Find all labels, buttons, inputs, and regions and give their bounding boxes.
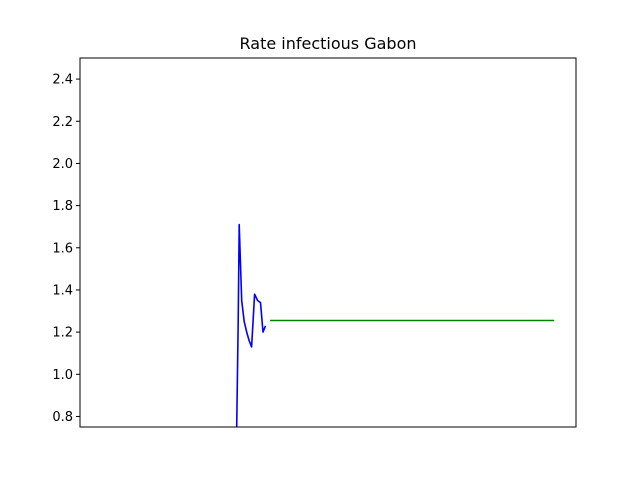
y-tick-label: 2.0 (52, 157, 73, 172)
series-layer (235, 223, 555, 428)
y-tick-label: 1.2 (52, 326, 73, 341)
series-line-1 (235, 223, 267, 428)
plot-area: 0.8 1.0 1.2 1.4 1.6 1.8 2.0 2.2 2.4 (52, 57, 577, 428)
y-tick-label: 2.4 (52, 73, 73, 88)
y-tick-label: 1.8 (52, 199, 73, 214)
plot-frame (79, 57, 577, 428)
y-tick-label: 0.8 (52, 410, 73, 425)
y-tick-label: 2.2 (52, 115, 73, 130)
plot-background (80, 58, 576, 427)
y-axis: 0.8 1.0 1.2 1.4 1.6 1.8 2.0 2.2 2.4 (52, 73, 80, 425)
chart-title: Rate infectious Gabon (240, 34, 417, 53)
y-tick-label: 1.6 (52, 241, 73, 256)
y-tick-label: 1.0 (52, 368, 73, 383)
y-tick-label: 1.4 (52, 283, 73, 298)
